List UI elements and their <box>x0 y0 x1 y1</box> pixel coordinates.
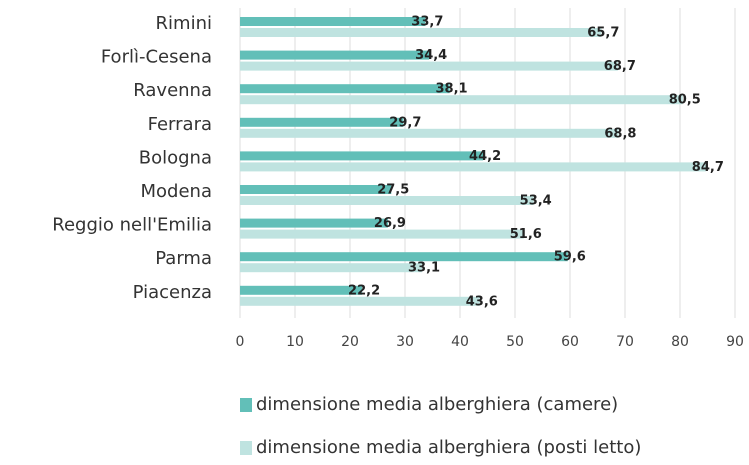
value-label: 51,6 <box>510 227 542 242</box>
value-label: 80,5 <box>669 93 701 108</box>
value-label: 22,2 <box>348 283 380 298</box>
bar <box>240 218 388 228</box>
bar <box>240 84 450 94</box>
value-label: 43,6 <box>466 294 498 309</box>
bar <box>240 17 426 26</box>
value-label: 29,7 <box>389 115 421 130</box>
value-label: 44,2 <box>469 149 501 164</box>
legend-label: dimensione media alberghiera (camere) <box>256 394 618 415</box>
bar <box>240 196 534 205</box>
value-label: 84,7 <box>692 160 724 175</box>
bar <box>240 162 706 172</box>
x-tick-label: 90 <box>726 334 744 350</box>
bar <box>240 117 404 127</box>
value-label: 68,7 <box>604 59 636 74</box>
bar <box>240 128 619 138</box>
x-tick-label: 20 <box>341 334 359 350</box>
value-label: 34,4 <box>415 48 447 63</box>
y-tick-label: Modena <box>141 181 212 202</box>
bar <box>240 229 524 239</box>
y-tick-label: Forlì-Cesena <box>101 47 212 68</box>
value-label: 59,6 <box>554 250 586 265</box>
bar <box>240 95 683 105</box>
x-tick-label: 50 <box>506 334 524 350</box>
bar <box>240 296 480 306</box>
bar <box>240 50 430 60</box>
value-label: 53,4 <box>520 194 552 209</box>
legend-swatch <box>240 398 252 412</box>
value-label: 38,1 <box>436 82 468 97</box>
y-tick-label: Ravenna <box>133 80 212 101</box>
value-label: 33,7 <box>411 15 443 30</box>
value-label: 68,8 <box>604 126 636 141</box>
bar <box>240 252 568 262</box>
y-tick-label: Piacenza <box>133 282 212 303</box>
bar <box>240 285 363 295</box>
bar <box>240 151 484 161</box>
legend-label: dimensione media alberghiera (posti lett… <box>256 437 641 458</box>
value-label: 65,7 <box>587 26 619 41</box>
y-tick-label: Parma <box>155 248 212 269</box>
x-tick-label: 30 <box>396 334 414 350</box>
x-tick-label: 60 <box>561 334 579 350</box>
y-tick-label: Ferrara <box>148 114 212 135</box>
x-tick-label: 40 <box>451 334 469 350</box>
value-label: 26,9 <box>374 216 406 231</box>
value-label: 27,5 <box>377 183 409 198</box>
x-tick-label: 70 <box>616 334 634 350</box>
y-tick-label: Rimini <box>156 13 212 34</box>
x-tick-label: 0 <box>236 334 245 350</box>
bar <box>240 61 618 71</box>
x-tick-label: 80 <box>671 334 689 350</box>
legend-swatch <box>240 441 252 455</box>
bar <box>240 28 602 37</box>
x-tick-label: 10 <box>286 334 304 350</box>
y-tick-label: Bologna <box>139 147 212 168</box>
bar <box>240 263 423 273</box>
value-label: 33,1 <box>408 261 440 276</box>
y-tick-label: Reggio nell'Emilia <box>52 215 212 236</box>
bar <box>240 185 392 194</box>
